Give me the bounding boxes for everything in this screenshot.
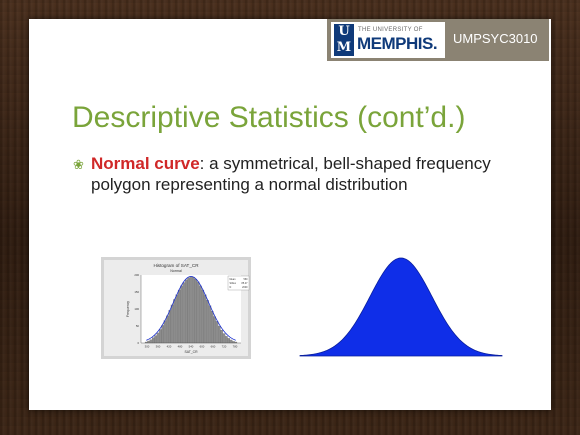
histogram-bar [166,315,169,344]
bullet-text: Normal curve: a symmetrical, bell-shaped… [91,153,533,195]
histogram-bar [196,281,200,344]
histogram-bar [222,333,226,344]
histogram-x-tick-label: 660 [211,345,216,349]
histogram-x-tick-label: 300 [145,345,150,349]
logo-university-small: THE UNIVERSITY OF [358,27,423,33]
histogram-y-tick-label: 0 [137,341,139,345]
bullet-definition: : a symmetrical, bell-shaped frequency p… [91,154,491,194]
normal-curve-shape [299,257,503,357]
histogram-bar [201,289,205,344]
histogram-bar [194,279,197,344]
histogram-bar [161,325,164,344]
histogram-bar [199,285,202,344]
histogram-bars [144,276,238,344]
histogram-xlabel: SAT_CR [184,350,198,354]
histogram-bar [210,310,214,344]
slide-title: Descriptive Statistics (cont’d.) [72,101,466,134]
normal-curve-figure [299,257,503,357]
logo-university-name: MEMPHIS. [357,34,438,53]
histogram-bar [152,337,155,344]
histogram-bar [154,335,157,344]
histogram-bar [192,276,195,344]
histogram-bar [173,299,176,344]
histogram-bar [220,330,223,344]
histogram-x-tick-label: 360 [156,345,161,349]
histogram-bar [232,341,235,344]
histogram-legend: Mean 560 StDev 85.47 N 2000 [227,275,250,291]
histogram-image: Histogram of SAT_CR Normal 300 360 420 480 5… [101,257,251,359]
histogram-x-ticks: 300 360 420 480 540 600 660 720 780 [145,345,238,349]
histogram-bar [213,316,216,344]
histogram-bar [225,336,228,344]
histogram-bar [149,339,153,344]
histogram-legend-value: 2000 [242,286,248,289]
histogram-x-tick-label: 540 [189,345,194,349]
histogram-bar [147,340,150,344]
histogram-bar [206,300,209,344]
histogram-bar [189,276,193,344]
histogram-bar [182,282,186,344]
histogram-bar [203,294,207,344]
histogram-bar [163,320,167,344]
histogram-bar [175,294,179,344]
histogram-legend-label: StDev [230,282,237,285]
histogram-bar [215,321,219,344]
histogram-bar [168,310,172,344]
histogram-bar [208,305,212,344]
histogram-bar [185,279,188,344]
bullet-term: Normal curve [91,154,200,173]
histogram-bar [180,285,183,344]
histogram-subtitle: Normal [170,269,182,273]
histogram-bar [156,332,160,344]
histogram-x-tick-label: 600 [200,345,205,349]
histogram-legend-value: 560 [244,278,249,281]
histogram-bar [159,329,162,344]
histogram-bar [218,325,221,344]
histogram-y-tick-label: 150 [134,290,139,294]
histogram-bar [229,339,233,344]
histogram-bar [177,289,181,344]
histogram-x-tick-label: 780 [233,345,238,349]
histogram-fit-curve [146,275,236,341]
histogram-bar [187,277,190,344]
histogram-legend-label: N [230,286,232,289]
histogram-bar [227,338,230,344]
histogram-legend-label: Mean [230,278,237,281]
course-code: UMPSYC3010 [453,31,538,46]
histogram-y-tick-label: 100 [134,307,139,311]
histogram-y-ticks: 0 50 100 150 200 [134,273,139,345]
histogram-x-tick-label: 480 [178,345,183,349]
histogram-x-tick-label: 420 [167,345,172,349]
histogram-x-tick-label: 720 [222,345,227,349]
flower-bullet-icon: ❀ [73,157,84,172]
histogram-y-tick-label: 200 [134,273,139,277]
bullet-normal-curve: ❀ Normal curve: a symmetrical, bell-shap… [73,153,533,195]
histogram-title: Histogram of SAT_CR [153,263,199,268]
histogram-ylabel: Frequency [126,301,130,317]
histogram-legend-value: 85.47 [242,282,249,285]
histogram-y-tick-label: 50 [136,324,140,328]
histogram-bar [170,304,174,344]
